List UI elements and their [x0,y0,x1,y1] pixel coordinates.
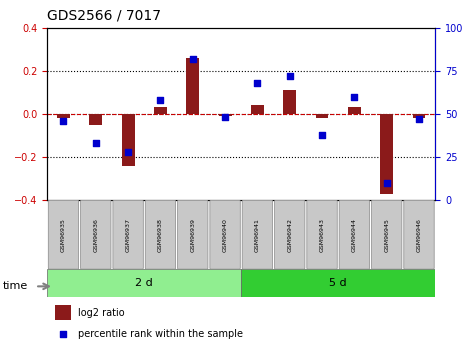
Point [254,80,261,86]
FancyBboxPatch shape [307,200,337,269]
Bar [251,105,264,114]
FancyBboxPatch shape [210,200,240,269]
Point [92,140,99,146]
Text: GSM96944: GSM96944 [352,218,357,252]
Point [415,116,423,122]
Bar [380,114,393,194]
Point [221,115,229,120]
Text: log2 ratio: log2 ratio [79,308,125,318]
FancyBboxPatch shape [48,200,79,269]
Point [189,56,196,61]
Bar [122,114,134,166]
Bar [283,90,296,114]
Point [383,180,390,186]
Bar [57,114,70,118]
Point [286,73,293,79]
FancyBboxPatch shape [80,200,111,269]
Bar [412,114,425,118]
Text: GSM96935: GSM96935 [61,218,66,252]
Point [60,118,67,124]
Text: GSM96943: GSM96943 [320,218,324,252]
Text: 2 d: 2 d [135,278,153,288]
Bar [186,58,199,114]
Text: GSM96938: GSM96938 [158,218,163,252]
Text: GSM96937: GSM96937 [126,218,131,252]
Bar [315,114,328,118]
FancyBboxPatch shape [339,200,369,269]
Text: GSM96940: GSM96940 [223,218,228,252]
FancyBboxPatch shape [274,200,305,269]
Point [318,132,326,137]
Bar [348,107,361,114]
Text: GSM96939: GSM96939 [190,218,195,252]
FancyBboxPatch shape [145,200,175,269]
Text: GSM96942: GSM96942 [287,218,292,252]
Bar [89,114,102,125]
Point [350,94,358,99]
Text: GDS2566 / 7017: GDS2566 / 7017 [47,8,161,22]
Text: GSM96941: GSM96941 [255,218,260,252]
Point [59,331,67,337]
Bar [55,305,70,320]
Bar [154,107,167,114]
FancyBboxPatch shape [404,200,434,269]
Text: time: time [3,282,28,291]
Text: percentile rank within the sample: percentile rank within the sample [79,329,243,339]
FancyBboxPatch shape [113,200,143,269]
Bar [241,269,435,297]
Text: GSM96945: GSM96945 [384,218,389,252]
Point [124,149,132,155]
Bar [219,114,231,116]
Point [157,97,164,103]
Text: 5 d: 5 d [329,278,347,288]
FancyBboxPatch shape [242,200,272,269]
Bar [47,269,241,297]
FancyBboxPatch shape [371,200,402,269]
Text: GSM96946: GSM96946 [417,218,421,252]
FancyBboxPatch shape [177,200,208,269]
Text: GSM96936: GSM96936 [93,218,98,252]
